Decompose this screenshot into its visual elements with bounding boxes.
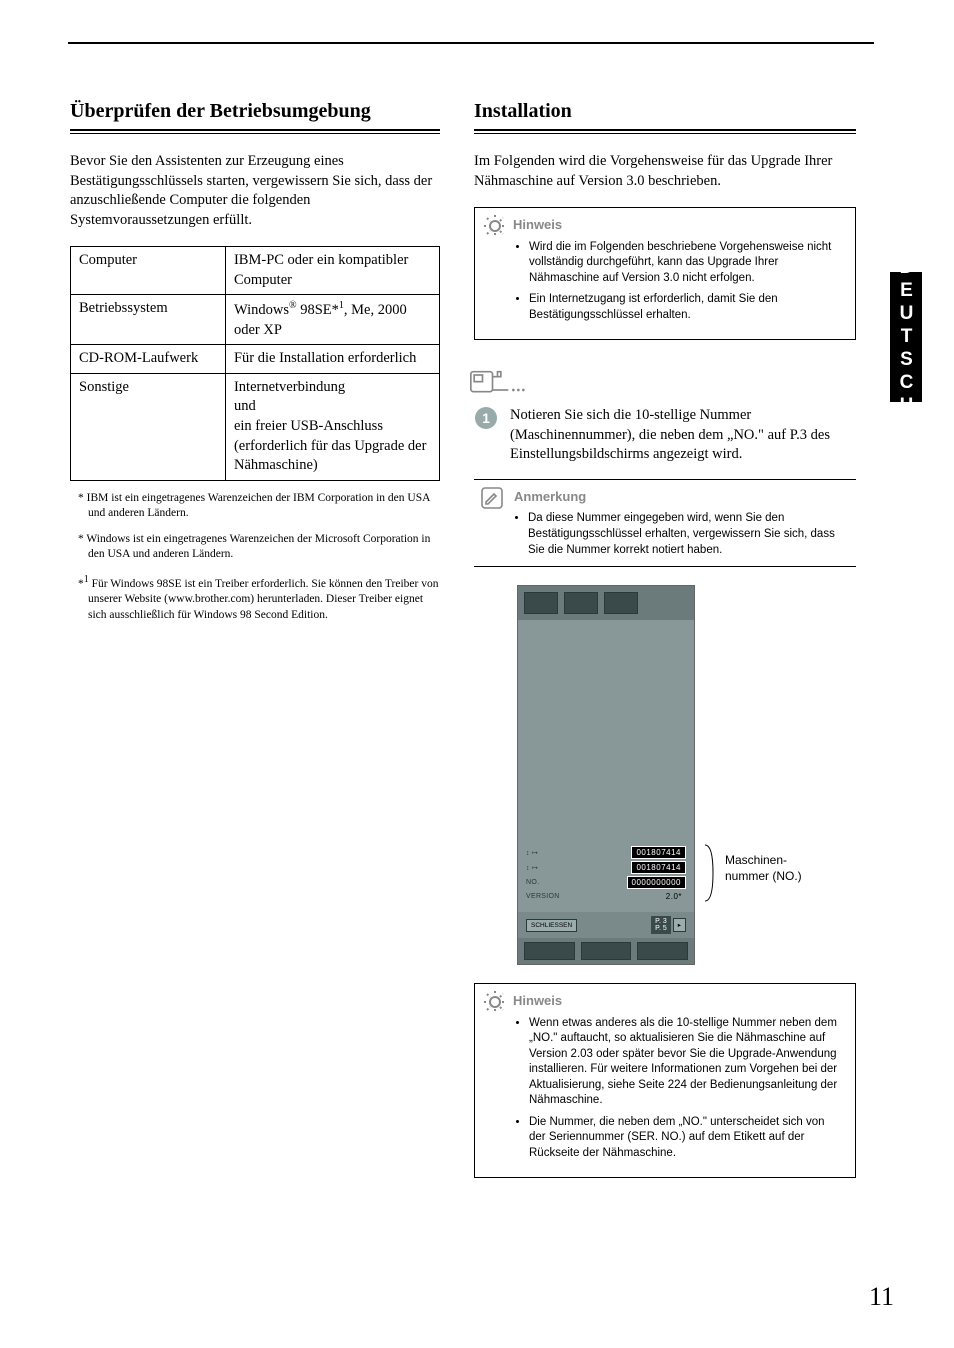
callout-bracket: [705, 843, 715, 903]
req-label: Sonstige: [71, 373, 226, 480]
req-sup: ®: [289, 300, 297, 311]
note-icon: [483, 214, 507, 238]
req-label: Computer: [71, 247, 226, 295]
note-list: Wird die im Folgenden beschriebene Vorge…: [515, 240, 843, 324]
mock-page-indicator: P. 3P. 5: [651, 916, 671, 934]
columns: Überprüfen der Betriebsumgebung Bevor Si…: [70, 100, 898, 1198]
machine-icon: [470, 360, 530, 400]
left-column: Überprüfen der Betriebsumgebung Bevor Si…: [70, 100, 440, 1198]
memo-list: Da diese Nummer eingegeben wird, wenn Si…: [514, 511, 846, 558]
machine-screenshot-wrap: ↕ ↦ 001807414 ↕ ↦ 001807414 NO. 00000000…: [474, 585, 856, 965]
footnote: * IBM ist ein eingetragenes Warenzeichen…: [70, 491, 440, 522]
memo-icon: [480, 486, 504, 510]
note-item: Die Nummer, die neben dem „NO." untersch…: [529, 1115, 843, 1162]
mock-info-row: ↕ ↦ 001807414: [526, 861, 686, 874]
note-list: Wenn etwas anderes als die 10-stellige N…: [515, 1016, 843, 1162]
table-row: Betriebssystem Windows® 98SE*1, Me, 2000…: [71, 295, 440, 345]
mock-button-row: SCHLIESSEN P. 3P. 5 ▸: [518, 912, 694, 938]
note-item: Wenn etwas anderes als die 10-stellige N…: [529, 1016, 843, 1109]
intro-right: Im Folgenden wird die Vorgehensweise für…: [474, 152, 856, 191]
mock-version-value: 2.0*: [662, 891, 686, 902]
req-text: Windows: [234, 302, 289, 318]
intro-left: Bevor Sie den Assistenten zur Erzeugung …: [70, 152, 440, 230]
req-value: Für die Installation erforderlich: [225, 345, 439, 374]
note-box-hinweis: Hinweis Wird die im Folgenden beschriebe…: [474, 207, 856, 340]
section-title-right: Installation: [474, 100, 856, 123]
memo-heading: Anmerkung: [514, 488, 846, 506]
mock-value: 001807414: [631, 861, 686, 874]
step-1-row: 1 Notieren Sie sich die 10-stellige Numm…: [474, 406, 856, 465]
req-value: IBM-PC oder ein kompatibler Computer: [225, 247, 439, 295]
note-item: Wird die im Folgenden beschriebene Vorge…: [529, 240, 843, 287]
req-text: 98SE*: [297, 302, 339, 318]
section-rule: [70, 129, 440, 134]
top-rule: [68, 42, 874, 44]
machine-screenshot: ↕ ↦ 001807414 ↕ ↦ 001807414 NO. 00000000…: [517, 585, 695, 965]
step-number-icon: 1: [474, 406, 498, 435]
note-item: Ein Internetzugang ist erforderlich, dam…: [529, 292, 843, 323]
footnotes: * IBM ist ein eingetragenes Warenzeichen…: [70, 491, 440, 623]
note-box-hinweis-2: Hinweis Wenn etwas anderes als die 10-st…: [474, 983, 856, 1178]
mock-row-icon: ↕ ↦: [526, 864, 538, 872]
mock-info-row: ↕ ↦ 001807414: [526, 846, 686, 859]
mock-info-row: NO. 0000000000: [526, 876, 686, 889]
screenshot-callout-label: Maschinen-nummer (NO.): [725, 853, 813, 884]
mock-no-label: NO.: [526, 879, 539, 886]
page-number: 11: [869, 1282, 894, 1312]
mock-body: [518, 620, 694, 840]
footnote: * Windows ist ein eingetragenes Warenzei…: [70, 532, 440, 563]
section-title-left: Überprüfen der Betriebsumgebung: [70, 100, 440, 123]
note-heading: Hinweis: [513, 992, 843, 1010]
footnote-text: Für Windows 98SE ist ein Treiber erforde…: [88, 578, 438, 621]
svg-text:1: 1: [482, 410, 490, 426]
req-value: Windows® 98SE*1, Me, 2000 oder XP: [225, 295, 439, 345]
mock-footbar: [518, 938, 694, 964]
note-icon: [483, 990, 507, 1014]
right-column: Installation Im Folgenden wird die Vorge…: [474, 100, 856, 1198]
mock-value: 001807414: [631, 846, 686, 859]
mock-nav-button: ▸: [673, 918, 686, 932]
memo-item: Da diese Nummer eingegeben wird, wenn Si…: [528, 511, 846, 558]
note-heading: Hinweis: [513, 216, 843, 234]
page: DEUTSCH Überprüfen der Betriebsumgebung …: [0, 0, 954, 1348]
mock-no-value: 0000000000: [627, 876, 687, 889]
language-tab: DEUTSCH: [890, 272, 922, 402]
table-row: CD-ROM-Laufwerk Für die Installation erf…: [71, 345, 440, 374]
memo-box: Anmerkung Da diese Nummer eingegeben wir…: [474, 479, 856, 567]
table-row: Computer IBM-PC oder ein kompatibler Com…: [71, 247, 440, 295]
requirements-table: Computer IBM-PC oder ein kompatibler Com…: [70, 246, 440, 480]
step-1-text: Notieren Sie sich die 10-stellige Nummer…: [510, 406, 856, 465]
section-rule: [474, 129, 856, 134]
mock-topbar: [518, 586, 694, 620]
table-row: Sonstige Internetverbindung und ein frei…: [71, 373, 440, 480]
req-value: Internetverbindung und ein freier USB-An…: [225, 373, 439, 480]
mock-info-row: VERSION 2.0*: [526, 891, 686, 902]
mock-version-label: VERSION: [526, 893, 560, 900]
mock-info: ↕ ↦ 001807414 ↕ ↦ 001807414 NO. 00000000…: [518, 840, 694, 912]
req-label: CD-ROM-Laufwerk: [71, 345, 226, 374]
footnote: *1 Für Windows 98SE ist ein Treiber erfo…: [70, 573, 440, 623]
mock-row-icon: ↕ ↦: [526, 849, 538, 857]
mock-close-button: SCHLIESSEN: [526, 919, 577, 932]
req-label: Betriebssystem: [71, 295, 226, 345]
